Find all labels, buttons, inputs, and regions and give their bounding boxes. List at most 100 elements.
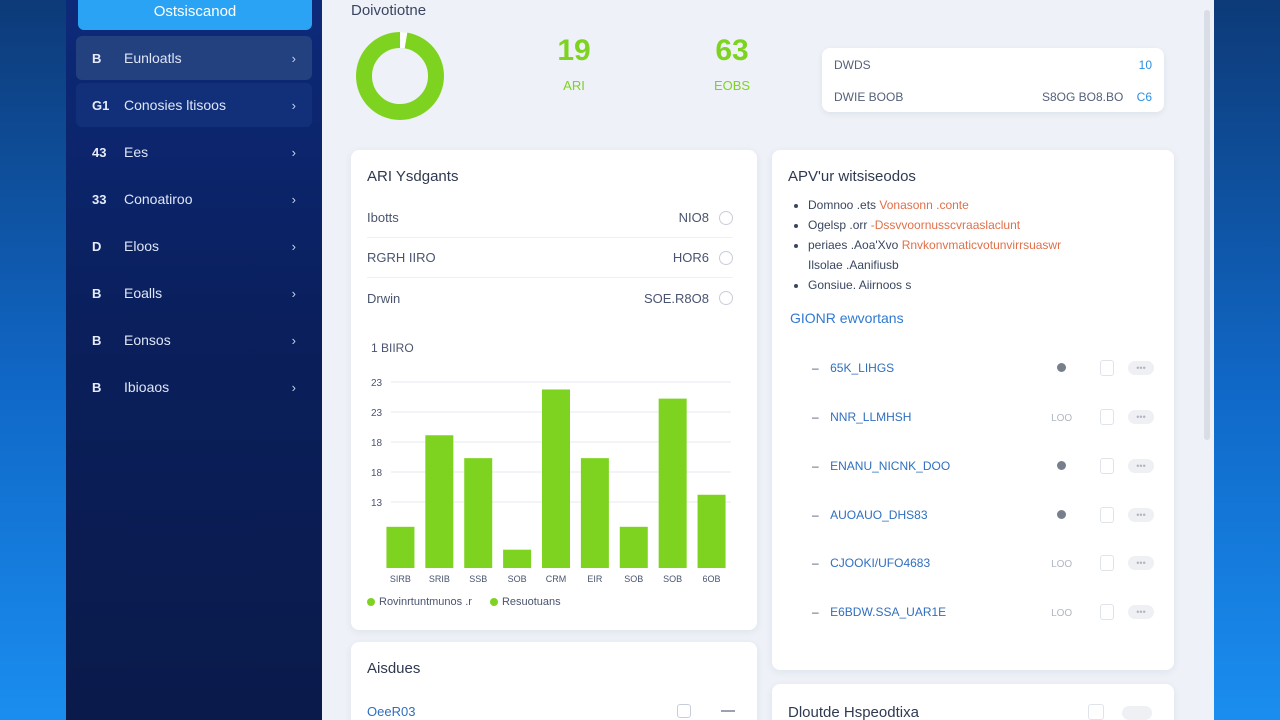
checkbox[interactable] xyxy=(1099,360,1115,376)
bar[interactable] xyxy=(425,435,454,568)
sidebar-item-eloos[interactable]: D Eloos › xyxy=(76,224,312,268)
legend-dot xyxy=(489,598,498,607)
x-tick-label: SOB xyxy=(663,574,682,584)
dash-icon: – xyxy=(812,508,819,522)
bar[interactable] xyxy=(658,398,687,568)
bullet-text: Ilsolae .Aanifiusb xyxy=(808,258,899,272)
chart-title: 1 BIIRO xyxy=(371,341,414,355)
list-item[interactable]: – NNR_LLMHSH LOO ••• xyxy=(812,405,1154,429)
item-name[interactable]: CJOOKI/UFO4683 xyxy=(830,556,931,570)
more-button[interactable]: ••• xyxy=(1128,410,1154,424)
list-item[interactable]: – E6BDW.SSA_UAR1E LOO ••• xyxy=(812,600,1154,624)
item-name[interactable]: NNR_LLMHSH xyxy=(830,410,912,424)
request-row[interactable]: Drwin SOE.R8O8 xyxy=(367,278,733,318)
checkbox[interactable] xyxy=(1099,507,1115,523)
sidebar-item-eunloatls[interactable]: B Eunloatls › xyxy=(76,36,312,80)
chevron-right-icon: › xyxy=(291,379,296,395)
checkbox[interactable] xyxy=(1099,555,1115,571)
status-indicator xyxy=(1037,361,1086,375)
x-tick-label: CRM xyxy=(546,574,567,584)
more-button[interactable]: ••• xyxy=(1128,556,1154,570)
more-button[interactable]: ••• xyxy=(1128,605,1154,619)
list-item[interactable]: – AUOAUO_DHS83 ••• xyxy=(812,503,1154,527)
checkbox[interactable] xyxy=(677,704,691,718)
dash-icon: – xyxy=(812,410,819,424)
x-tick-label: SRIB xyxy=(429,574,450,584)
bottom-row-label[interactable]: OeeR03 xyxy=(367,704,416,719)
sidebar-item-label: Conosies ltisoos xyxy=(124,97,226,113)
item-name[interactable]: AUOAUO_DHS83 xyxy=(830,508,928,522)
checkbox[interactable] xyxy=(1099,604,1115,620)
checkbox[interactable] xyxy=(1099,458,1115,474)
bar[interactable] xyxy=(503,549,532,568)
sidebar-item-label: Conoatiroo xyxy=(124,191,193,207)
status-indicator: LOO xyxy=(1037,410,1086,424)
item-name[interactable]: E6BDW.SSA_UAR1E xyxy=(830,605,947,619)
bar[interactable] xyxy=(542,389,570,568)
radio-button[interactable] xyxy=(719,250,733,265)
y-tick-label: 18 xyxy=(371,438,383,449)
sidebar-item-conosies[interactable]: G1 Conosies ltisoos › xyxy=(76,83,312,127)
sidebar-item-conoatiroo[interactable]: 33 Conoatiroo › xyxy=(76,177,312,221)
request-row[interactable]: RGRH IIRO HOR6 xyxy=(367,238,733,278)
radio-button[interactable] xyxy=(719,210,733,225)
more-button[interactable]: ••• xyxy=(1128,459,1154,473)
bar[interactable] xyxy=(697,494,726,568)
card-title: Aisdues xyxy=(367,660,421,677)
checkbox[interactable] xyxy=(1099,409,1115,425)
dash-icon: – xyxy=(812,556,819,570)
radio-button[interactable] xyxy=(719,291,733,305)
scrollbar[interactable] xyxy=(1204,10,1210,440)
bar[interactable] xyxy=(619,526,648,568)
x-tick-label: SOB xyxy=(624,574,643,584)
info-row: DWIE BOOB S8OG BO8.BO C6 xyxy=(834,90,1152,104)
chevron-right-icon: › xyxy=(291,144,296,160)
brand-button[interactable]: Ostsiscanod xyxy=(78,0,312,30)
legend-dot xyxy=(367,598,375,607)
sidebar-item-label: Ibioaos xyxy=(124,379,170,395)
sidebar-item-label: Eloos xyxy=(124,238,160,254)
y-tick-label: 18 xyxy=(371,468,383,479)
list-item: Domnoo .ets Vonasonn .conte xyxy=(808,198,1061,212)
request-row[interactable]: Ibotts NIO8 xyxy=(367,198,733,238)
item-name[interactable]: 65K_LIHGS xyxy=(830,361,895,375)
status-indicator xyxy=(1037,508,1086,522)
status-dot xyxy=(1057,363,1067,372)
item-name[interactable]: ENANU_NICNK_DOO xyxy=(830,459,951,473)
sidebar-item-eoalls[interactable]: B Eoalls › xyxy=(76,271,312,315)
bottom-right-card: Dloutde Hspeodtixa xyxy=(772,684,1174,720)
sidebar-item-label: Ees xyxy=(124,144,149,160)
settings-icon: 33 xyxy=(92,191,107,207)
checkbox[interactable] xyxy=(1088,704,1104,720)
request-label: Ibotts xyxy=(367,210,399,225)
activity-card: APV'ur witsiseodos Domnoo .ets Vonasonn … xyxy=(772,150,1174,670)
sidebar-item-ibioaos[interactable]: B Ibioaos › xyxy=(76,365,312,409)
bar[interactable] xyxy=(580,458,609,568)
more-button[interactable]: ••• xyxy=(1128,361,1154,375)
bar[interactable] xyxy=(386,526,415,568)
card-title: ARI Ysdgants xyxy=(367,168,459,185)
sidebar-item-label: Eoalls xyxy=(124,285,163,301)
info-extra[interactable]: C6 xyxy=(1136,90,1152,104)
info-value[interactable]: 10 xyxy=(1138,58,1152,72)
sidebar: Ostsiscanod B Eunloatls › G1 Conosies lt… xyxy=(66,0,322,720)
request-value: HOR6 xyxy=(672,250,709,265)
stat-value: 63 xyxy=(715,34,749,67)
chevron-right-icon: › xyxy=(291,285,296,301)
bullet-highlight: Vonasonn .conte xyxy=(879,198,969,212)
bar[interactable] xyxy=(464,458,493,568)
status-text: LOO xyxy=(1051,559,1073,570)
card-title: APV'ur witsiseodos xyxy=(788,168,916,185)
chevron-right-icon: › xyxy=(291,97,296,113)
sidebar-item-ees[interactable]: 43 Ees › xyxy=(76,130,312,174)
section-title[interactable]: GIONR ewvortans xyxy=(790,310,904,326)
more-button[interactable]: ••• xyxy=(1128,508,1154,522)
sidebar-item-eonsos[interactable]: B Eonsos › xyxy=(76,318,312,362)
y-tick-label: 23 xyxy=(371,408,383,419)
more-button[interactable] xyxy=(1122,706,1152,720)
legend-item: Rovinrtuntmunos .r xyxy=(367,596,472,608)
menu-icon[interactable] xyxy=(721,710,735,712)
list-item[interactable]: – ENANU_NICNK_DOO ••• xyxy=(812,454,1154,478)
list-item[interactable]: – 65K_LIHGS ••• xyxy=(812,356,1154,380)
list-item[interactable]: – CJOOKI/UFO4683 LOO ••• xyxy=(812,551,1154,575)
